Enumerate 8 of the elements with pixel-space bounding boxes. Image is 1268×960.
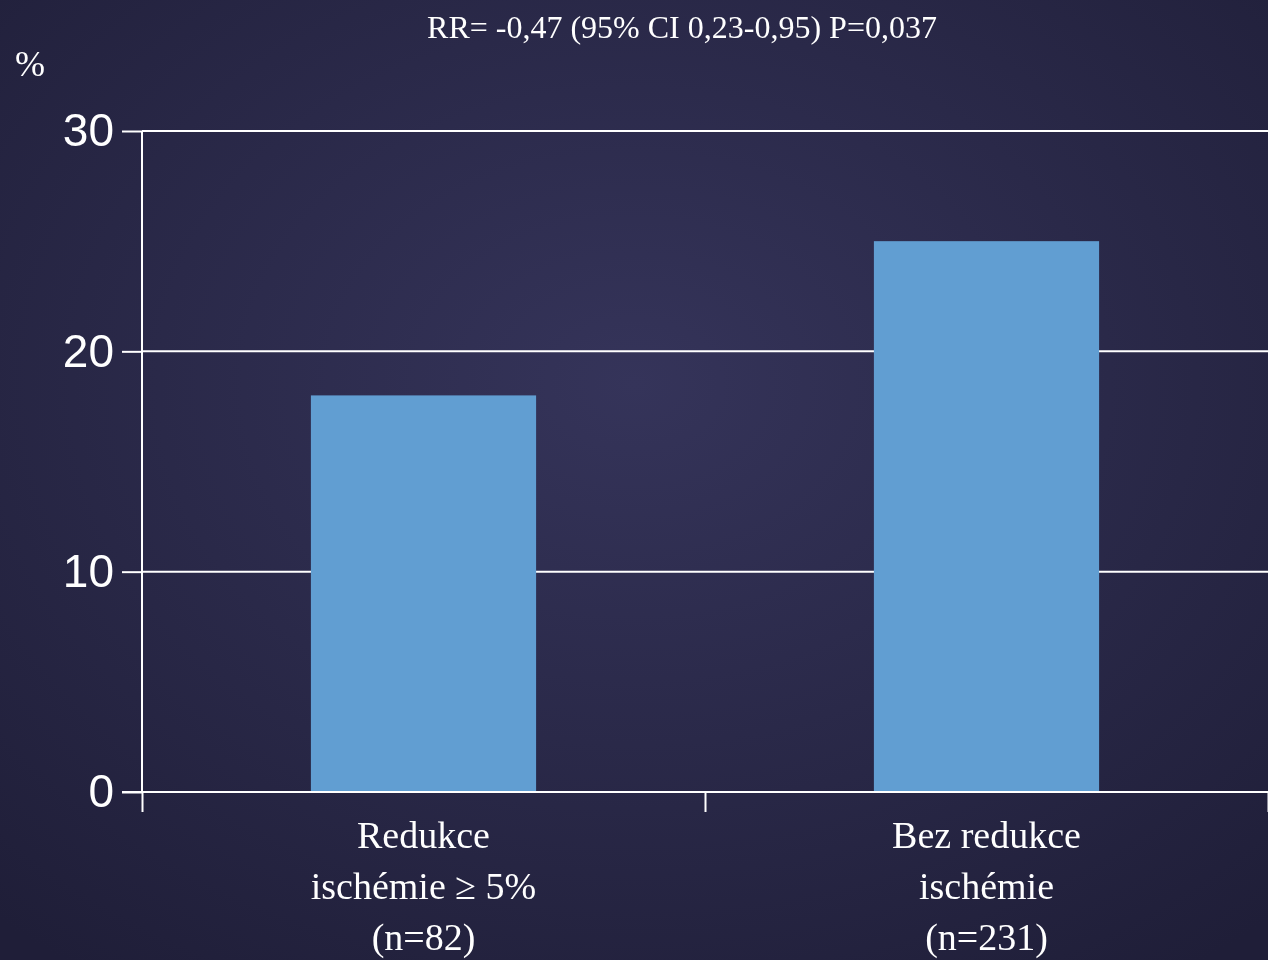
y-tick-label: 10	[62, 544, 114, 597]
x-tick-label: Redukce ischémie ≥ 5% (n=82)	[310, 814, 537, 959]
y-tick-label: 20	[62, 324, 114, 377]
y-axis-title: %	[15, 44, 45, 84]
y-tick-label: 30	[62, 104, 114, 157]
x-tick-label: Bez redukce ischémie (n=231)	[892, 814, 1081, 959]
chart-title: RR= -0,47 (95% CI 0,23-0,95) P=0,037	[427, 9, 937, 45]
y-tick-label: 0	[88, 765, 114, 818]
